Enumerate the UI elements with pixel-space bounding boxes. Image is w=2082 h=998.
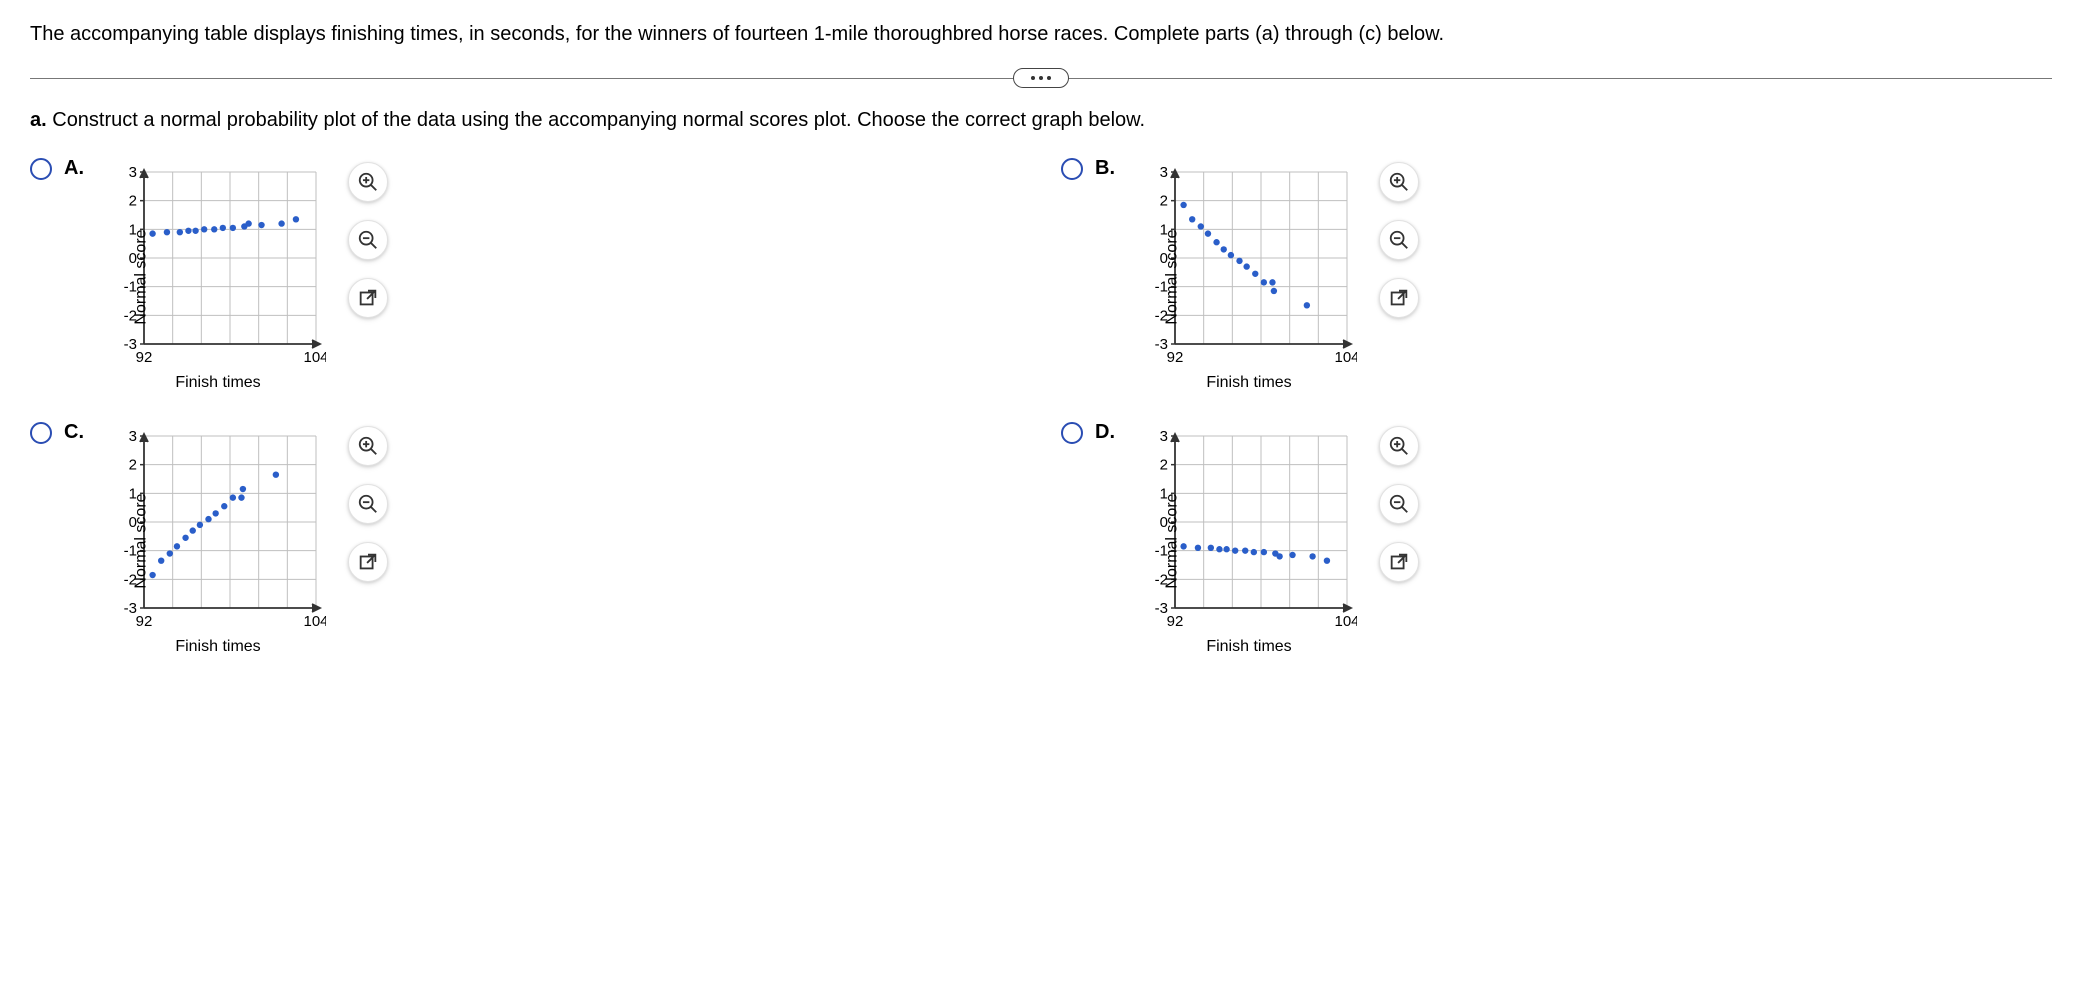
- open-new-window-icon[interactable]: [1379, 278, 1419, 318]
- part-a-label: a.: [30, 109, 47, 131]
- svg-text:104: 104: [1334, 613, 1357, 630]
- y-axis-label: Normal score: [1164, 229, 1182, 324]
- x-axis-label: Finish times: [1141, 638, 1357, 656]
- svg-text:92: 92: [1167, 613, 1184, 630]
- options-grid: A. -3-2-1012392104Normal scoreFinish tim…: [30, 156, 2052, 656]
- zoom-out-icon[interactable]: [1379, 484, 1419, 524]
- option-c: C. -3-2-1012392104Normal scoreFinish tim…: [30, 420, 1021, 656]
- zoom-in-icon[interactable]: [348, 162, 388, 202]
- x-axis-label: Finish times: [110, 638, 326, 656]
- chart-a: -3-2-1012392104Normal scoreFinish times: [110, 162, 326, 392]
- y-axis-label: Normal score: [133, 493, 151, 588]
- svg-text:3: 3: [1160, 428, 1168, 445]
- svg-text:2: 2: [129, 193, 137, 210]
- option-a-label: A.: [64, 157, 90, 180]
- section-divider: [30, 66, 2052, 90]
- option-d: D. -3-2-1012392104Normal scoreFinish tim…: [1061, 420, 2052, 656]
- svg-text:104: 104: [1334, 349, 1357, 366]
- zoom-in-icon[interactable]: [1379, 426, 1419, 466]
- part-a-text: Construct a normal probability plot of t…: [47, 109, 1145, 131]
- problem-intro: The accompanying table displays finishin…: [30, 20, 2052, 48]
- radio-d[interactable]: [1061, 422, 1083, 444]
- option-b-label: B.: [1095, 157, 1121, 180]
- chart-d: -3-2-1012392104Normal scoreFinish times: [1141, 426, 1357, 656]
- chart-b: -3-2-1012392104Normal scoreFinish times: [1141, 162, 1357, 392]
- zoom-out-icon[interactable]: [348, 484, 388, 524]
- zoom-out-icon[interactable]: [1379, 220, 1419, 260]
- option-b: B. -3-2-1012392104Normal scoreFinish tim…: [1061, 156, 2052, 392]
- svg-text:2: 2: [1160, 457, 1168, 474]
- zoom-out-icon[interactable]: [348, 220, 388, 260]
- radio-b[interactable]: [1061, 158, 1083, 180]
- expand-handle[interactable]: [1013, 68, 1069, 88]
- svg-text:3: 3: [129, 164, 137, 181]
- open-new-window-icon[interactable]: [1379, 542, 1419, 582]
- option-a: A. -3-2-1012392104Normal scoreFinish tim…: [30, 156, 1021, 392]
- svg-text:104: 104: [303, 349, 326, 366]
- y-axis-label: Normal score: [133, 229, 151, 324]
- zoom-in-icon[interactable]: [348, 426, 388, 466]
- svg-text:104: 104: [303, 613, 326, 630]
- svg-text:92: 92: [1167, 349, 1184, 366]
- part-a-prompt: a. Construct a normal probability plot o…: [30, 106, 2052, 134]
- radio-c[interactable]: [30, 422, 52, 444]
- open-new-window-icon[interactable]: [348, 542, 388, 582]
- option-c-label: C.: [64, 421, 90, 444]
- chart-c: -3-2-1012392104Normal scoreFinish times: [110, 426, 326, 656]
- zoom-in-icon[interactable]: [1379, 162, 1419, 202]
- svg-text:92: 92: [136, 613, 153, 630]
- open-new-window-icon[interactable]: [348, 278, 388, 318]
- svg-text:3: 3: [1160, 164, 1168, 181]
- option-d-label: D.: [1095, 421, 1121, 444]
- y-axis-label: Normal score: [1164, 493, 1182, 588]
- svg-text:2: 2: [129, 457, 137, 474]
- svg-text:2: 2: [1160, 193, 1168, 210]
- radio-a[interactable]: [30, 158, 52, 180]
- x-axis-label: Finish times: [1141, 374, 1357, 392]
- x-axis-label: Finish times: [110, 374, 326, 392]
- svg-text:92: 92: [136, 349, 153, 366]
- svg-text:3: 3: [129, 428, 137, 445]
